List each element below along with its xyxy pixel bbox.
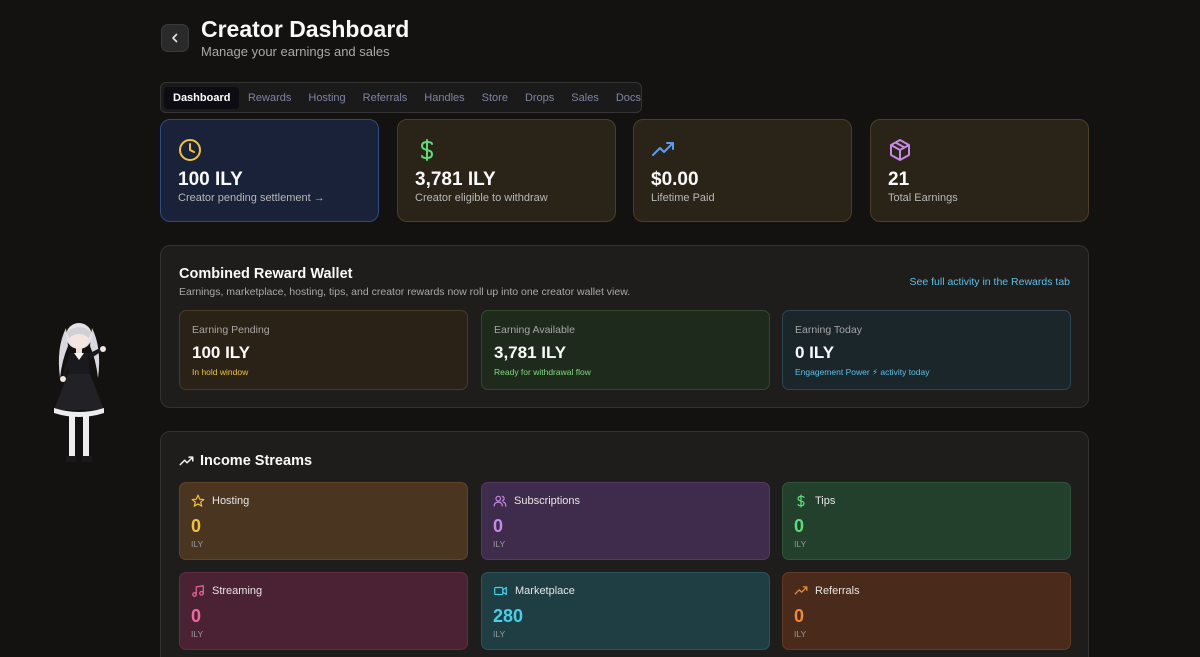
stat-label: Creator pending settlement → [178,192,325,204]
tab-docs[interactable]: Docs [615,91,641,104]
stream-unit: ILY [794,629,807,639]
stream-name: Hosting [212,495,250,507]
income-streams-panel: Income Streams Hosting 0 ILY Subscriptio… [160,431,1089,657]
stream-unit: ILY [191,629,204,639]
earning-value: 3,781 ILY [494,343,567,362]
stream-card-marketplace: Marketplace 280 ILY [481,572,770,650]
trending-up-icon [179,455,194,465]
stream-card-streaming: Streaming 0 ILY [179,572,468,650]
stream-value: 0 [794,606,805,626]
rewards-activity-link[interactable]: See full activity in the Rewards tab [909,276,1071,288]
dollar-icon [797,494,805,508]
earning-value: 100 ILY [192,343,250,362]
stream-unit: ILY [493,539,506,549]
stream-unit: ILY [493,629,506,639]
wallet-subtitle: Earnings, marketplace, hosting, tips, an… [179,286,631,298]
stat-card-pending-settlement[interactable]: 100 ILY Creator pending settlement → [160,119,379,222]
stat-value: 3,781 ILY [415,169,496,190]
earning-label: Earning Pending [192,324,270,336]
reward-wallet-panel: Combined Reward Wallet Earnings, marketp… [160,245,1089,408]
earning-label: Earning Available [494,324,575,336]
dollar-icon [420,139,434,161]
trending-up-icon [652,142,674,156]
earning-pending-card: Earning Pending 100 ILY In hold window [179,310,468,390]
page-title: Creator Dashboard [201,16,410,42]
earning-label: Earning Today [795,324,862,336]
earning-available-card: Earning Available 3,781 ILY Ready for wi… [481,310,770,390]
wallet-title: Combined Reward Wallet [179,266,353,282]
stream-unit: ILY [191,539,204,549]
stat-label: Total Earnings [888,192,958,204]
chevron-left-icon [172,33,178,43]
stream-value: 0 [191,606,202,626]
video-icon [494,586,507,596]
tab-drops[interactable]: Drops [524,91,555,104]
tab-handles[interactable]: Handles [424,91,465,104]
stat-card-lifetime-paid: $0.00 Lifetime Paid [633,119,852,222]
trending-up-icon [794,586,808,595]
earning-note: In hold window [192,367,249,377]
stream-name: Subscriptions [514,495,581,507]
earning-note: Engagement Power ⚡ activity today [795,367,930,377]
back-button[interactable] [161,24,189,52]
stream-card-referrals: Referrals 0 ILY [782,572,1071,650]
stat-value: 21 [888,169,910,190]
income-streams-title: Income Streams [200,453,313,469]
users-icon [493,495,507,507]
package-icon [890,139,910,161]
character-avatar [54,323,106,462]
earning-value: 0 ILY [795,343,835,362]
stream-value: 0 [191,516,202,536]
tab-referrals[interactable]: Referrals [362,91,408,104]
stat-value: 100 ILY [178,169,243,190]
tab-store[interactable]: Store [481,91,508,104]
stat-value: $0.00 [651,169,699,190]
tab-hosting[interactable]: Hosting [308,91,346,104]
earning-today-card: Earning Today 0 ILY Engagement Power ⚡ a… [782,310,1071,390]
stat-label: Creator eligible to withdraw [415,192,548,204]
music-icon [192,585,204,597]
earning-note: Ready for withdrawal flow [494,367,591,377]
stream-name: Tips [815,495,836,507]
stream-value: 0 [794,516,805,536]
tab-rewards[interactable]: Rewards [247,91,292,104]
stream-value: 0 [493,516,504,536]
stream-value: 280 [493,606,524,626]
stat-card-total-earnings: 21 Total Earnings [870,119,1089,222]
stat-card-eligible-withdraw: 3,781 ILY Creator eligible to withdraw [397,119,616,222]
stream-card-tips: Tips 0 ILY [782,482,1071,560]
income-streams-header: Income Streams [179,453,312,469]
stream-name: Referrals [815,585,860,597]
stream-card-hosting: Hosting 0 ILY [179,482,468,560]
stream-name: Marketplace [515,585,575,597]
stream-card-subscriptions: Subscriptions 0 ILY [481,482,770,560]
stream-name: Streaming [212,585,263,597]
stat-label: Lifetime Paid [651,192,715,204]
tab-dashboard[interactable]: Dashboard [164,86,240,109]
tab-sales[interactable]: Sales [571,91,599,104]
tab-bar: Dashboard Rewards Hosting Referrals Hand… [160,82,642,113]
page-subtitle: Manage your earnings and sales [201,44,390,59]
stream-unit: ILY [794,539,807,549]
clock-icon [179,139,201,161]
star-icon [191,494,205,507]
